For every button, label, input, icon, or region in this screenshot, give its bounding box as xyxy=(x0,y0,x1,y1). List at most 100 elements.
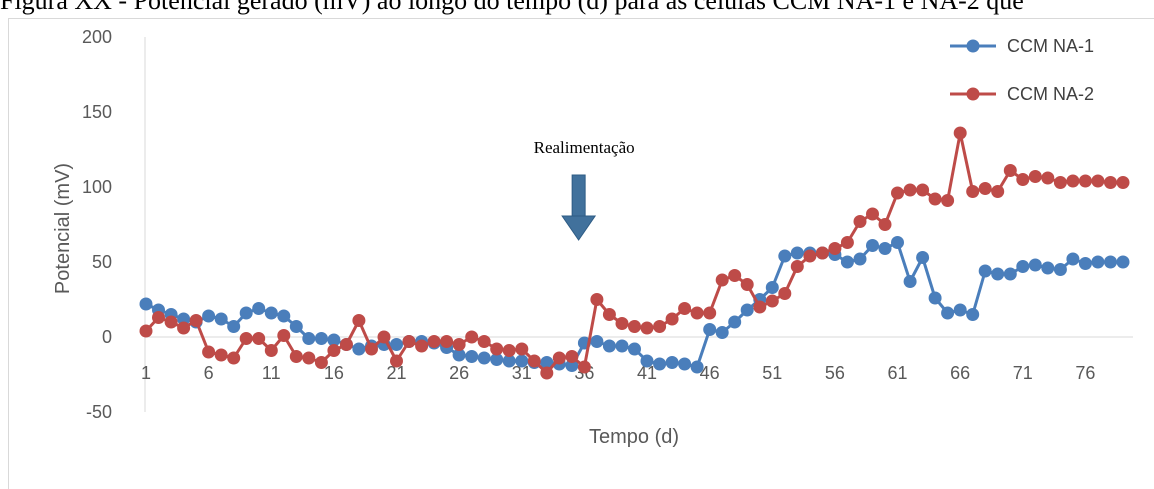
data-point xyxy=(452,338,466,351)
data-point xyxy=(1078,257,1092,270)
data-point xyxy=(1028,170,1042,183)
data-point xyxy=(978,264,992,278)
data-point xyxy=(615,339,629,353)
data-point xyxy=(577,360,591,374)
data-point xyxy=(1104,255,1117,269)
data-point xyxy=(452,348,466,362)
data-point xyxy=(690,360,704,374)
x-tick-label: 61 xyxy=(888,363,908,383)
data-point xyxy=(828,242,842,255)
data-point xyxy=(740,303,754,317)
data-point xyxy=(678,302,692,315)
data-point xyxy=(715,326,729,339)
data-point xyxy=(941,194,955,207)
series-layer xyxy=(139,126,1130,380)
data-point xyxy=(1041,261,1055,275)
data-point xyxy=(540,356,554,369)
legend-item-1: CCM NA-1 xyxy=(950,36,1094,56)
data-point xyxy=(164,315,178,329)
data-point xyxy=(214,312,228,326)
data-point xyxy=(327,333,341,347)
data-point xyxy=(1053,263,1067,276)
data-point xyxy=(440,335,454,348)
data-point xyxy=(427,335,441,348)
data-point xyxy=(840,236,854,249)
data-point xyxy=(891,186,904,200)
data-point xyxy=(590,293,604,306)
series-2 xyxy=(139,126,1130,380)
data-point xyxy=(665,356,679,369)
data-point xyxy=(1016,173,1030,186)
data-point xyxy=(653,357,667,371)
data-point xyxy=(515,354,529,368)
data-point xyxy=(665,312,679,326)
figure-caption: Figura XX - Potencial gerado (mV) ao lon… xyxy=(0,0,1024,15)
legend-swatch-marker xyxy=(966,39,980,53)
data-point xyxy=(365,342,378,356)
x-tick-label: 41 xyxy=(637,363,657,383)
data-point xyxy=(352,342,366,356)
x-tick-label: 11 xyxy=(262,363,281,383)
x-tick-label: 46 xyxy=(700,363,720,383)
data-point xyxy=(590,335,604,348)
data-point xyxy=(891,236,904,249)
data-point xyxy=(1091,174,1105,188)
legend-swatch-marker xyxy=(966,87,980,101)
data-point xyxy=(840,255,854,269)
annotation-label: Realimentação xyxy=(534,138,635,157)
data-point xyxy=(966,308,980,321)
data-point xyxy=(640,321,654,335)
data-point xyxy=(239,332,253,345)
data-point xyxy=(740,278,754,291)
x-tick-label: 1 xyxy=(141,363,151,383)
data-point xyxy=(703,306,717,320)
data-point xyxy=(202,309,216,323)
data-point xyxy=(377,330,391,344)
data-point xyxy=(628,320,641,333)
data-point xyxy=(640,354,654,368)
data-point xyxy=(189,314,203,327)
data-point xyxy=(878,218,892,231)
data-point xyxy=(690,306,704,320)
x-tick-label: 51 xyxy=(762,363,782,383)
data-point xyxy=(1104,176,1117,189)
data-point xyxy=(302,332,316,345)
data-point xyxy=(1003,164,1017,177)
data-point xyxy=(1078,174,1092,188)
data-point xyxy=(390,354,403,368)
legend: CCM NA-1 CCM NA-2 xyxy=(950,36,1094,104)
data-point xyxy=(314,356,328,369)
x-tick-label: 16 xyxy=(324,363,344,383)
x-tick-label: 76 xyxy=(1075,363,1095,383)
data-point xyxy=(177,321,191,335)
data-point xyxy=(252,332,266,345)
y-tick-label: 0 xyxy=(102,327,112,347)
data-point xyxy=(252,302,266,315)
data-point xyxy=(227,320,241,333)
data-point xyxy=(803,249,817,263)
data-point xyxy=(928,291,942,305)
data-point xyxy=(866,239,879,252)
data-point xyxy=(277,329,291,342)
chart-frame xyxy=(8,18,1154,489)
data-point xyxy=(1003,267,1017,281)
y-tick-label: 150 xyxy=(82,102,112,122)
data-point xyxy=(1041,171,1055,185)
data-point xyxy=(227,351,241,365)
data-point xyxy=(477,335,491,348)
data-point xyxy=(678,357,692,371)
data-point xyxy=(853,215,867,228)
data-point xyxy=(390,338,403,351)
legend-label: CCM NA-2 xyxy=(1007,84,1094,104)
data-point xyxy=(966,185,980,198)
y-tick-label: 100 xyxy=(82,177,112,197)
data-point xyxy=(352,314,366,327)
data-point xyxy=(289,350,303,363)
x-axis-title: Tempo (d) xyxy=(589,426,679,448)
data-point xyxy=(728,269,742,282)
data-point xyxy=(239,306,253,320)
data-point xyxy=(953,303,967,317)
data-point xyxy=(327,344,341,357)
legend-item-2: CCM NA-2 xyxy=(950,84,1094,104)
